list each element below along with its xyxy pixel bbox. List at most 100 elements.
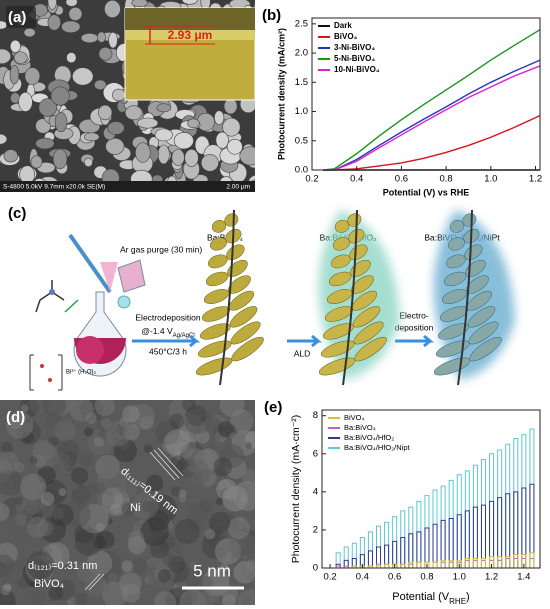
texture	[96, 522, 105, 532]
leaflet	[353, 321, 384, 345]
lattice-marks	[84, 447, 184, 591]
photocurrent-pulse	[432, 561, 438, 568]
texture	[96, 490, 115, 509]
series-line	[323, 65, 541, 171]
grain	[214, 110, 225, 125]
leaflet	[197, 340, 232, 358]
grain	[9, 39, 21, 53]
grain	[226, 138, 243, 155]
y-tick-label: 8	[313, 410, 318, 421]
precursor: Bi³⁺ (H₂O)₃	[66, 369, 96, 376]
sem-info-bar	[0, 181, 255, 192]
photocurrent-pulse	[464, 559, 470, 568]
leaflet	[227, 259, 248, 277]
photocurrent-pulse	[480, 504, 486, 568]
step-text: Ag/AgCl	[173, 333, 195, 339]
grain	[108, 32, 118, 49]
photocurrent-pulse	[480, 559, 486, 568]
texture	[50, 503, 74, 527]
texture	[42, 400, 67, 417]
plot-frame	[321, 409, 541, 569]
axis-title-part: Potential (V	[392, 591, 450, 603]
atom	[49, 289, 55, 295]
texture	[54, 419, 76, 442]
photocurrent-pulse	[489, 453, 495, 568]
label-bg	[6, 6, 36, 28]
texture	[211, 594, 220, 603]
photocurrent-pulse	[448, 561, 454, 568]
photocurrent-pulse	[448, 479, 454, 568]
photocurrent-pulse	[400, 510, 406, 568]
legend-label: BiVO₄	[344, 413, 365, 422]
grain	[112, 88, 126, 102]
axis-title: Potential (V) vs RHE	[383, 187, 470, 197]
texture	[26, 516, 49, 538]
step-text: ALD	[294, 348, 311, 358]
photocurrent-pulse	[521, 554, 527, 568]
drop	[117, 295, 131, 309]
photocurrent-pulse	[408, 561, 414, 568]
stage-label: Ba:BiVO₄	[207, 232, 244, 242]
texture	[196, 591, 215, 605]
grain	[184, 149, 199, 167]
photocurrent-pulse	[351, 542, 357, 568]
grain	[181, 0, 198, 5]
texture	[25, 416, 32, 423]
photocurrent-pulse	[489, 556, 495, 568]
texture	[162, 552, 177, 567]
texture	[232, 481, 255, 511]
beaker	[100, 262, 118, 292]
grain	[84, 157, 93, 168]
texture	[94, 400, 116, 417]
photocurrent-pulse	[505, 443, 511, 568]
photocurrent-pulse	[505, 556, 511, 568]
legend-label: 3-Ni-BiVO₄	[334, 43, 375, 52]
texture	[164, 429, 190, 455]
grain	[47, 0, 57, 10]
grain	[222, 117, 241, 137]
photocurrent-pulse	[408, 533, 414, 568]
grain	[66, 52, 77, 64]
fern	[433, 209, 515, 386]
grain	[50, 86, 70, 106]
grain	[135, 142, 151, 163]
grain	[72, 67, 94, 86]
grain	[239, 146, 255, 166]
x-tick-label: 0.4	[350, 174, 363, 185]
texture	[53, 452, 71, 470]
grain	[18, 91, 33, 112]
photocurrent-pulse	[359, 537, 365, 568]
y-tick-label: 1.0	[295, 106, 308, 117]
photocurrent-pulse	[432, 523, 438, 568]
inset-scale: 2.93 μm	[168, 28, 213, 42]
texture	[69, 400, 94, 422]
texture	[242, 468, 255, 485]
apparatus	[29, 233, 146, 391]
panel-label: (b)	[262, 7, 281, 24]
grain	[124, 105, 143, 121]
texture	[107, 572, 118, 583]
d-spacing: d₍₁₂₁₎=0.31 nm	[28, 560, 97, 572]
texture	[128, 530, 145, 548]
texture	[32, 439, 55, 462]
leaflet	[230, 321, 261, 345]
photocurrent-pulse	[456, 474, 462, 568]
grain	[223, 98, 238, 115]
grain	[97, 104, 113, 121]
photocurrent-pulse	[513, 557, 519, 568]
y-tick-label: 0	[313, 563, 318, 574]
series-line	[323, 29, 541, 171]
grain	[156, 103, 172, 113]
pipette	[68, 233, 112, 294]
photocurrent-pulse	[343, 565, 349, 568]
grain	[61, 20, 81, 33]
x-tick-label: 0.4	[356, 572, 369, 583]
x-tick-label: 1.0	[484, 174, 497, 185]
y-tick-label: 4	[313, 486, 318, 497]
texture	[96, 530, 115, 549]
grain	[35, 137, 55, 150]
texture	[48, 585, 64, 601]
photocurrent-pulse	[456, 559, 462, 568]
photocurrent-pulse	[497, 497, 503, 568]
